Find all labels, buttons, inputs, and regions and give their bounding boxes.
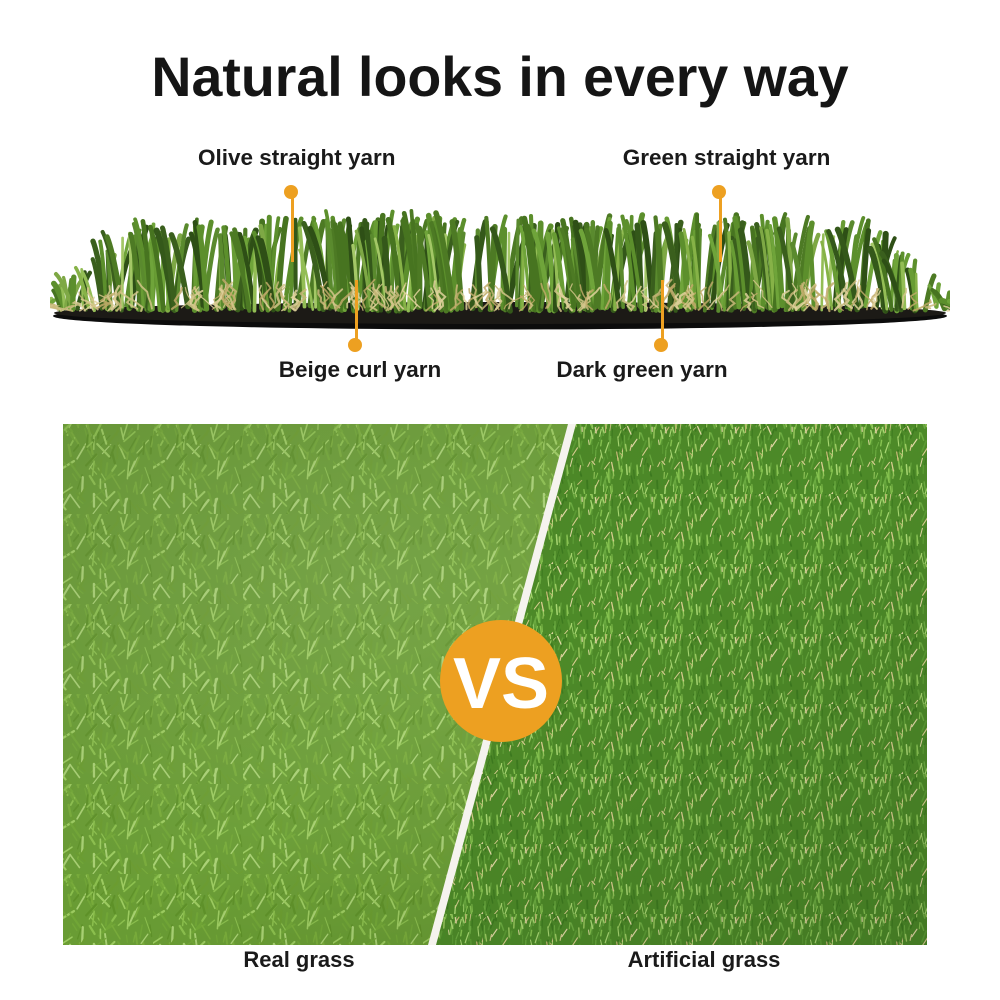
svg-text:VS: VS — [453, 644, 549, 724]
